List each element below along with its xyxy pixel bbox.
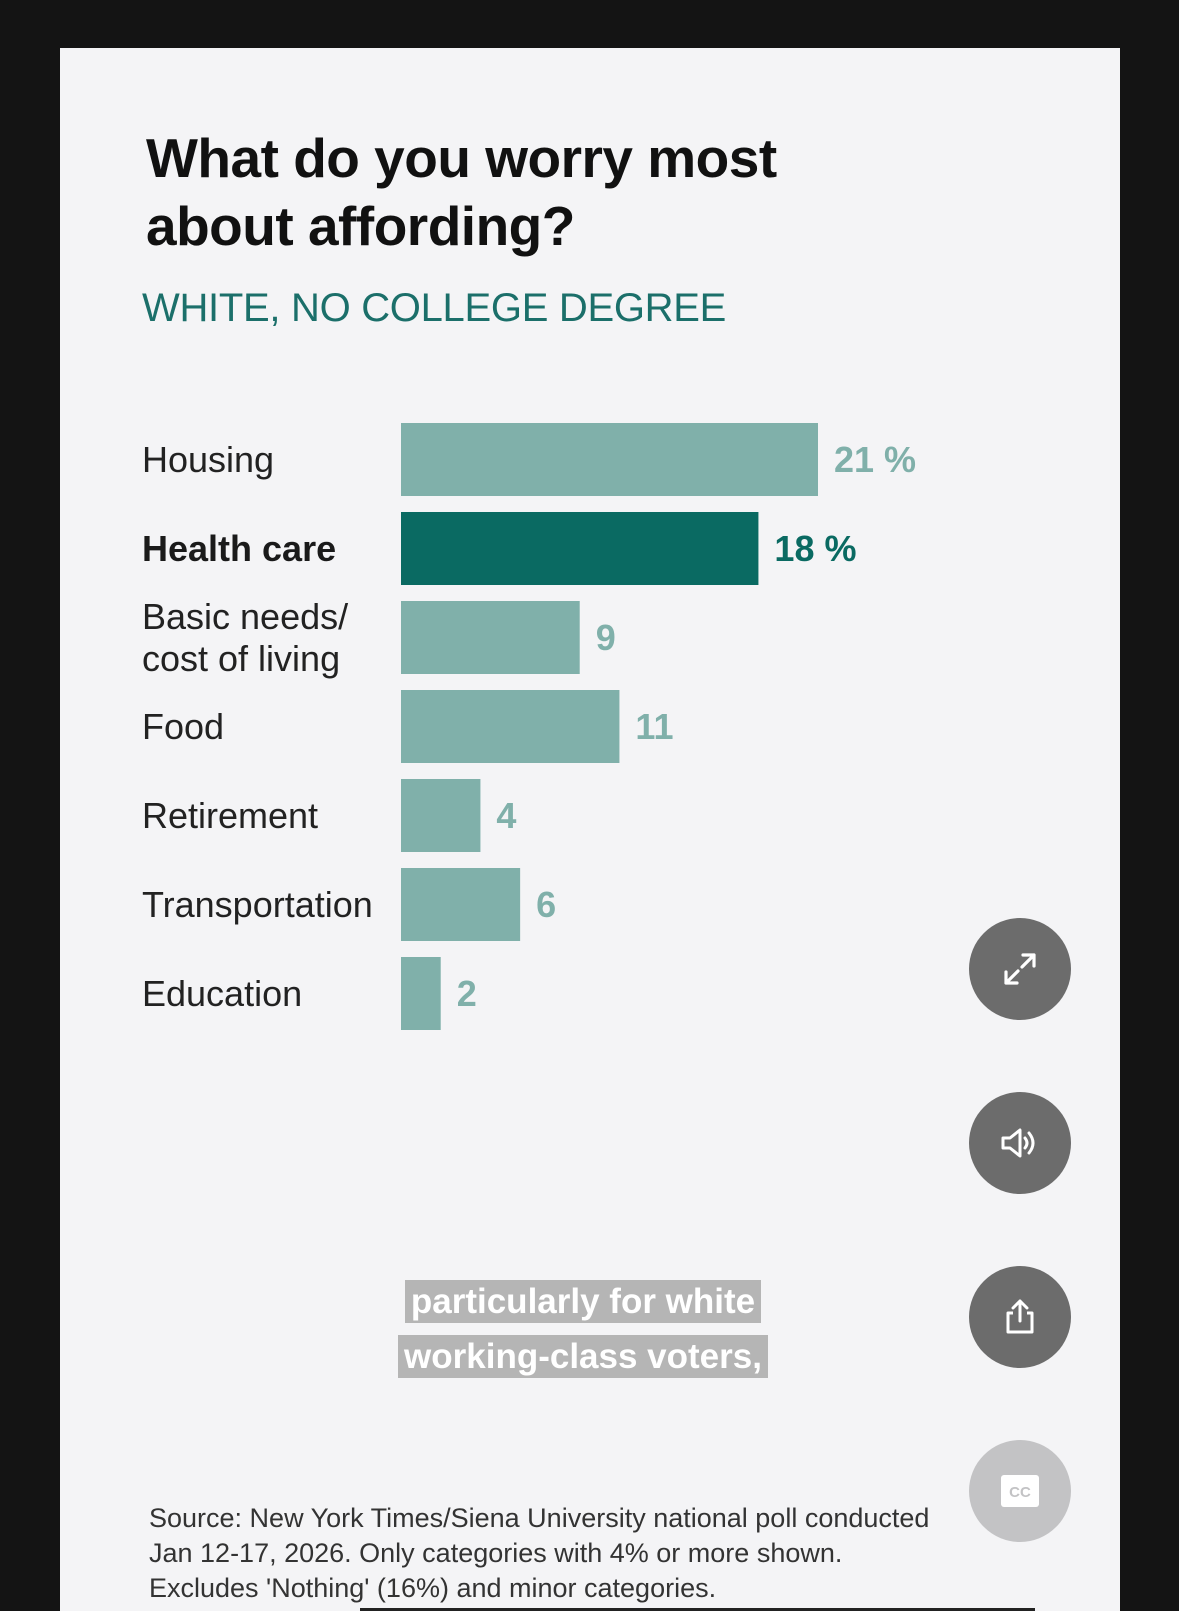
source-note: Source: New York Times/Siena University … [149,1503,930,1603]
category-label-1: Health care [142,527,337,569]
category-label-5: Transportation [142,883,373,925]
value-label-0: 21 % [834,438,917,480]
closed-captions-button[interactable]: CC [969,1440,1071,1542]
value-label-6: 2 [456,972,477,1014]
caption-line-1: particularly for white [404,1280,762,1323]
progress-line [360,1608,1035,1611]
bar-2 [401,601,580,674]
closed-captions-icon: CC [1001,1475,1039,1507]
share-button[interactable] [969,1266,1071,1368]
expand-button[interactable] [969,918,1071,1020]
value-label-4: 4 [496,794,517,836]
captions-label: CC [1009,1484,1031,1501]
sound-button[interactable] [969,1092,1071,1194]
value-label-1: 18 % [774,527,857,569]
expand-icon [1004,953,1036,985]
bar-5 [401,868,521,941]
category-label-6: Education [142,972,303,1014]
bar-0 [401,423,818,496]
bar-chart: Housing 21 % Health care 18 % Basic needs/ c… [60,48,1120,1611]
category-label-2: Basic needs/ cost of living [142,595,349,679]
chart-title: What do you worry most about affording? [146,127,777,257]
speaker-icon [1001,1128,1035,1158]
caption-line-2: working-class voters, [398,1335,768,1378]
subtitle-caption: particularly for white working-class vot… [390,1274,776,1384]
video-frame: What do you worry most about affording? … [60,48,1120,1611]
share-icon [1006,1299,1034,1334]
category-label-4: Retirement [142,794,319,836]
category-label-3: Food [142,705,225,747]
value-label-2: 9 [595,616,616,658]
category-label-0: Housing [142,438,275,480]
bar-chart-svg [401,423,818,1030]
chart-subtitle: WHITE, NO COLLEGE DEGREE [142,286,727,330]
value-label-5: 6 [536,883,557,925]
bar-4 [401,779,481,852]
bar-1 [401,512,759,585]
bar-6 [401,957,441,1030]
bar-3 [401,690,620,763]
value-label-3: 11 [635,705,674,747]
